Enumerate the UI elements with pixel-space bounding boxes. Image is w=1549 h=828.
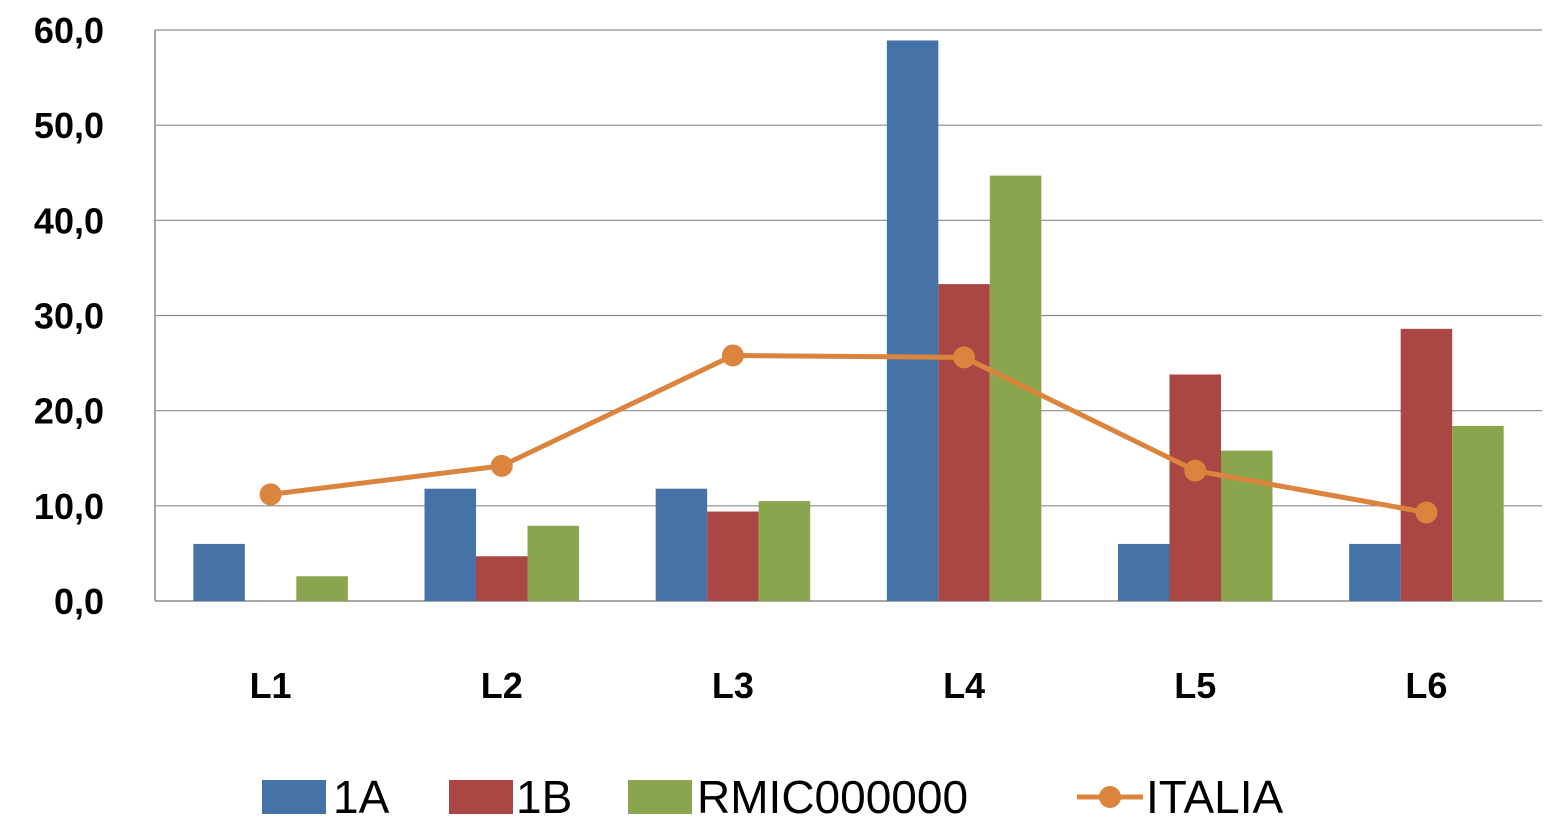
- bar-1a-l1: [193, 543, 245, 601]
- x-category-label: L6: [1405, 665, 1447, 706]
- x-category-label: L5: [1174, 665, 1216, 706]
- bars: [193, 40, 1504, 602]
- line-italia: [270, 352, 1427, 515]
- point-italia-l4: [953, 346, 976, 369]
- point-italia-l3: [721, 344, 744, 367]
- bar-1b-l5: [1169, 374, 1221, 601]
- y-tick-label: 30,0: [34, 296, 104, 337]
- legend-label: 1A: [333, 771, 390, 823]
- bar-rmic000000-l3: [758, 501, 811, 601]
- point-italia-l1: [259, 483, 282, 506]
- bar-1b-l6: [1400, 328, 1453, 601]
- legend-swatch: [449, 780, 513, 814]
- y-tick-label: 50,0: [34, 105, 104, 146]
- legend-label: ITALIA: [1146, 771, 1284, 823]
- y-tick-label: 60,0: [34, 10, 104, 51]
- legend-swatch: [628, 780, 692, 814]
- legend-label: 1B: [516, 771, 572, 823]
- bar-1a-l2: [424, 488, 476, 601]
- legend-item-1b: 1B: [449, 771, 572, 823]
- bar-1a-l5: [1118, 543, 1170, 601]
- y-tick-label: 0,0: [54, 581, 104, 622]
- legend-item-1a: 1A: [262, 771, 390, 823]
- legend-swatch: [262, 780, 326, 814]
- gridlines: [155, 29, 1542, 507]
- legend: 1A 1B RMIC000000 ITALIA: [262, 771, 1284, 823]
- legend-label: RMIC000000: [697, 771, 968, 823]
- axes: [154, 30, 1542, 602]
- y-tick-label: 40,0: [34, 200, 104, 241]
- point-italia-l6: [1415, 501, 1438, 524]
- bar-1a-l6: [1349, 543, 1401, 601]
- bar-rmic000000-l2: [527, 525, 579, 601]
- x-category-label: L3: [712, 665, 754, 706]
- line-series: [259, 344, 1438, 524]
- bar-rmic000000-l6: [1452, 425, 1504, 601]
- y-tick-label: 20,0: [34, 391, 104, 432]
- legend-item-rmic000000: RMIC000000: [628, 771, 968, 823]
- x-category-label: L2: [481, 665, 523, 706]
- y-tick-label: 10,0: [34, 486, 104, 527]
- bar-1b-l4: [938, 284, 990, 601]
- point-italia-l2: [490, 454, 513, 477]
- bar-1b-l3: [707, 511, 759, 601]
- bar-rmic000000-l5: [1221, 450, 1273, 601]
- bar-1b-l2: [476, 556, 528, 601]
- x-category-label: L4: [943, 665, 985, 706]
- point-italia-l5: [1184, 459, 1207, 482]
- bar-1a-l4: [886, 40, 939, 602]
- bar-rmic000000-l4: [989, 175, 1042, 602]
- bar-rmic000000-l1: [296, 576, 348, 601]
- legend-item-italia: ITALIA: [1077, 771, 1284, 823]
- legend-marker: [1099, 786, 1121, 808]
- x-category-label: L1: [250, 665, 292, 706]
- bar-1a-l3: [655, 488, 708, 601]
- axis-labels: 0,0 10,0 20,0 30,0 40,0 50,0 60,0 L1 L2 L3 L4 L5 L6: [34, 10, 1448, 706]
